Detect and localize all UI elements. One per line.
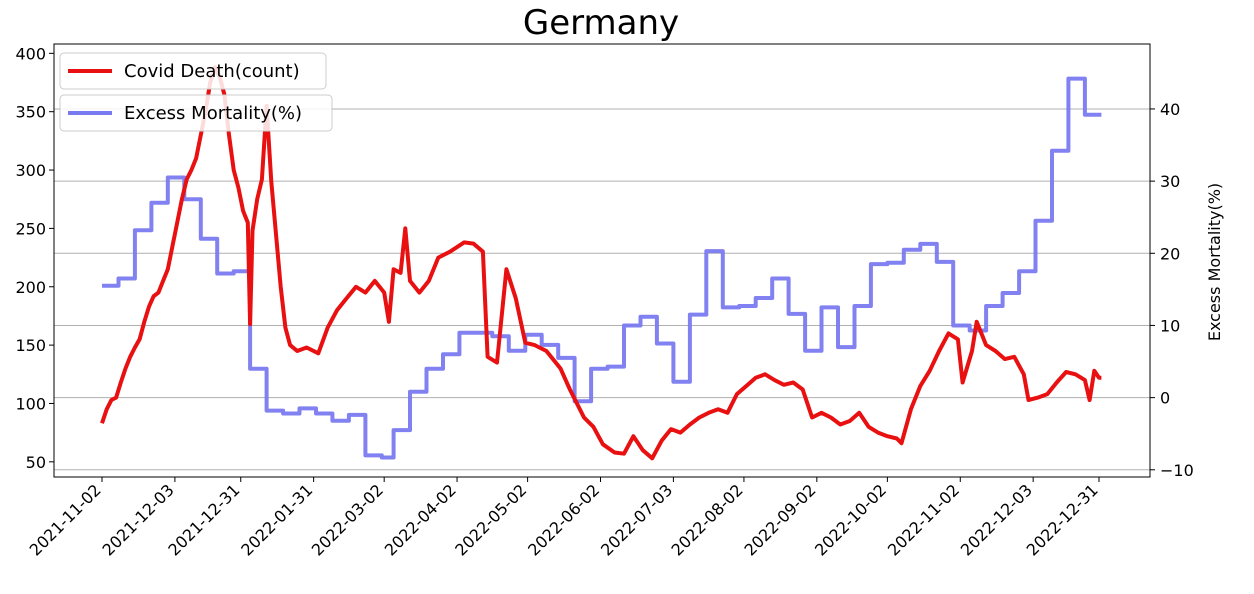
x-tick-label: 2022-06-02 [524, 480, 603, 559]
left-tick-label: 150 [15, 336, 46, 355]
left-axis: 50 100 150 200 250 300 350 400 [15, 44, 54, 472]
x-axis: 2021-11-022021-12-032021-12-312022-01-31… [26, 477, 1102, 560]
x-tick-label: 2022-01-31 [237, 480, 316, 559]
right-tick-label: 40 [1160, 100, 1180, 119]
x-tick-label: 2021-11-02 [26, 480, 105, 559]
plot-area [53, 43, 1151, 478]
x-tick-label: 2022-10-02 [811, 480, 890, 559]
right-tick-label: 30 [1160, 172, 1180, 191]
x-tick-label: 2022-09-02 [740, 480, 819, 559]
left-tick-label: 200 [15, 278, 46, 297]
right-axis: −10 0 10 20 30 40 [1150, 100, 1194, 480]
left-tick-label: 250 [15, 219, 46, 238]
left-tick-label: 300 [15, 161, 46, 180]
right-tick-label: −10 [1160, 461, 1194, 480]
left-tick-label: 50 [26, 453, 46, 472]
left-tick-label: 400 [15, 44, 46, 63]
legend-label-excess-mortality: Excess Mortality(%) [124, 103, 302, 124]
legend-label-covid-death: Covid Death(count) [124, 61, 300, 82]
chart-title: Germany [523, 3, 679, 43]
x-tick-label: 2022-07-03 [597, 480, 676, 559]
right-tick-label: 0 [1160, 389, 1170, 408]
x-tick-label: 2022-03-02 [308, 480, 387, 559]
right-tick-label: 10 [1160, 316, 1180, 335]
series-line-excess-mortality [102, 76, 1102, 460]
x-tick-label: 2022-12-31 [1023, 480, 1102, 559]
x-tick-label: 2022-04-02 [381, 480, 460, 559]
right-axis-label: Excess Mortality(%) [1205, 183, 1224, 341]
grid [54, 108, 1150, 471]
x-tick-label: 2022-08-02 [668, 480, 747, 559]
left-tick-label: 100 [15, 394, 46, 413]
x-tick-label: 2022-11-02 [884, 480, 963, 559]
x-tick-label: 2022-05-02 [451, 480, 530, 559]
left-tick-label: 350 [15, 103, 46, 122]
right-tick-label: 20 [1160, 244, 1180, 263]
legend-covid-death: Covid Death(count) [59, 52, 327, 90]
legend-excess-mortality: Excess Mortality(%) [59, 94, 333, 132]
x-tick-label: 2021-12-31 [164, 480, 243, 559]
